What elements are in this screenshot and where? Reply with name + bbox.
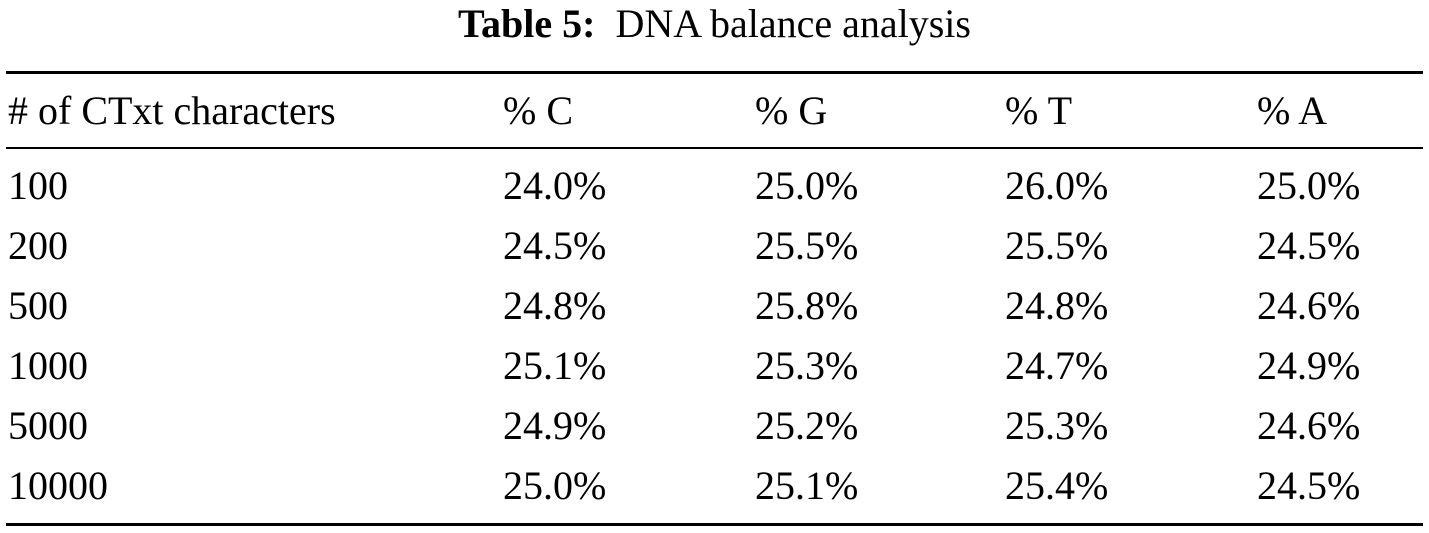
table-cell: 24.6% <box>1257 283 1361 328</box>
header-cell: % A <box>1257 88 1327 133</box>
mid-rule <box>6 147 1423 149</box>
table-caption: Table 5: DNA balance analysis <box>0 0 1429 48</box>
table-cell: 5000 <box>8 403 88 448</box>
bottom-rule <box>6 523 1423 526</box>
table-cell: 24.0% <box>503 163 607 208</box>
table-cell: 24.8% <box>1005 283 1109 328</box>
header-cell: % C <box>503 88 573 133</box>
table-cell: 25.1% <box>503 343 607 388</box>
table-cell: 24.9% <box>503 403 607 448</box>
table-cell: 24.8% <box>503 283 607 328</box>
table-cell: 24.5% <box>1257 463 1361 508</box>
table-row: 1000 25.1% 25.3% 24.7% 24.9% <box>0 341 1429 391</box>
caption-text: DNA balance analysis <box>615 1 971 46</box>
table-cell: 25.0% <box>503 463 607 508</box>
header-cell: # of CTxt characters <box>8 88 336 133</box>
caption-label: Table 5: <box>458 1 596 46</box>
table-cell: 10000 <box>8 463 108 508</box>
table-cell: 25.5% <box>1005 223 1109 268</box>
table-cell: 25.0% <box>1257 163 1361 208</box>
table-row: 100 24.0% 25.0% 26.0% 25.0% <box>0 161 1429 211</box>
table-cell: 26.0% <box>1005 163 1109 208</box>
table-cell: 100 <box>8 163 68 208</box>
table-cell: 25.4% <box>1005 463 1109 508</box>
table-cell: 500 <box>8 283 68 328</box>
header-row: # of CTxt characters % C % G % T % A <box>0 86 1429 136</box>
table-cell: 25.2% <box>755 403 859 448</box>
table-cell: 24.5% <box>503 223 607 268</box>
table-cell: 24.9% <box>1257 343 1361 388</box>
table-row: 10000 25.0% 25.1% 25.4% 24.5% <box>0 461 1429 511</box>
table-row: 500 24.8% 25.8% 24.8% 24.6% <box>0 281 1429 331</box>
table-cell: 24.7% <box>1005 343 1109 388</box>
table-row: 200 24.5% 25.5% 25.5% 24.5% <box>0 221 1429 271</box>
table-cell: 25.5% <box>755 223 859 268</box>
header-cell: % G <box>755 88 828 133</box>
table-row: 5000 24.9% 25.2% 25.3% 24.6% <box>0 401 1429 451</box>
top-rule <box>6 71 1423 74</box>
table-cell: 24.6% <box>1257 403 1361 448</box>
table-cell: 25.3% <box>1005 403 1109 448</box>
table-cell: 25.0% <box>755 163 859 208</box>
table-cell: 200 <box>8 223 68 268</box>
table-cell: 25.1% <box>755 463 859 508</box>
table-cell: 25.3% <box>755 343 859 388</box>
header-cell: % T <box>1005 88 1073 133</box>
table-cell: 24.5% <box>1257 223 1361 268</box>
table-cell: 1000 <box>8 343 88 388</box>
table-cell: 25.8% <box>755 283 859 328</box>
